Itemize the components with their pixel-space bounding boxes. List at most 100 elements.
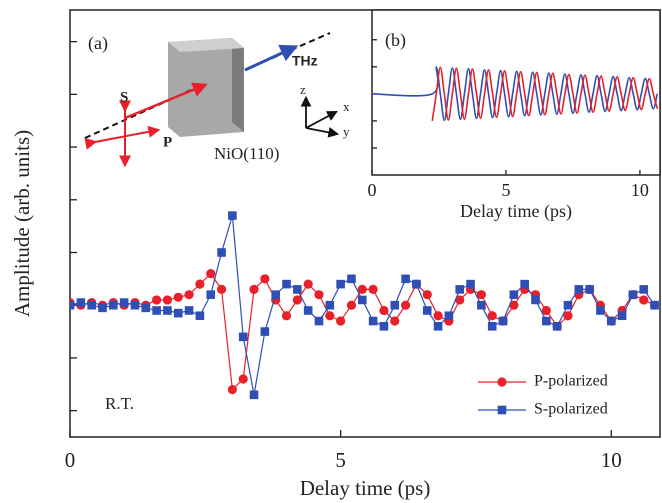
marker <box>173 292 183 302</box>
marker <box>325 311 335 321</box>
x-tick-label: 0 <box>65 448 76 472</box>
annotation: NiO(110) <box>214 144 279 163</box>
marker <box>379 305 389 316</box>
marker <box>498 316 508 326</box>
annotation: THz <box>292 53 318 69</box>
marker <box>206 268 216 279</box>
marker <box>455 295 465 305</box>
annotation: y <box>343 124 350 139</box>
marker <box>228 211 237 220</box>
marker <box>596 306 605 315</box>
marker <box>585 285 594 294</box>
marker <box>466 279 475 289</box>
marker <box>325 300 335 310</box>
annotation: (b) <box>385 30 406 51</box>
plot-frame <box>371 9 661 176</box>
marker <box>477 300 486 310</box>
marker <box>444 311 454 321</box>
marker <box>119 298 129 307</box>
marker <box>487 311 497 321</box>
marker <box>379 321 389 331</box>
marker <box>357 284 367 294</box>
marker <box>216 284 227 294</box>
marker <box>70 300 75 310</box>
annotation: (a) <box>88 33 108 54</box>
marker <box>628 290 638 299</box>
marker <box>422 290 432 300</box>
marker <box>455 285 465 294</box>
marker <box>509 290 519 299</box>
marker <box>98 303 107 313</box>
marker <box>433 311 443 321</box>
marker <box>476 290 486 300</box>
marker <box>368 316 378 326</box>
annotation: z <box>300 82 306 97</box>
schematic-shape <box>232 38 244 132</box>
marker <box>162 295 173 305</box>
marker <box>184 306 194 315</box>
marker <box>260 274 270 284</box>
series-line <box>431 66 659 122</box>
marker <box>238 374 248 384</box>
legend-label: P-polarized <box>534 373 608 390</box>
x-axis-label: Delay time (ps) <box>300 476 431 500</box>
x-tick-label: 5 <box>335 448 346 472</box>
marker <box>509 300 519 310</box>
legend-label: S-polarized <box>534 401 608 418</box>
marker <box>217 248 226 257</box>
schematic-shape <box>84 125 161 150</box>
marker <box>639 295 649 305</box>
marker <box>249 284 259 294</box>
data-layer <box>70 211 660 400</box>
y-axis-label: Amplitude (arb. units) <box>10 130 34 317</box>
marker <box>293 285 302 294</box>
marker <box>390 300 400 310</box>
marker <box>206 290 216 299</box>
marker <box>173 308 183 318</box>
marker <box>76 298 86 307</box>
marker <box>314 316 324 326</box>
marker <box>271 290 280 299</box>
marker <box>282 279 291 289</box>
marker <box>422 306 432 315</box>
marker <box>336 316 346 326</box>
marker <box>639 285 649 294</box>
marker <box>249 390 259 400</box>
schematic-shape <box>124 82 208 120</box>
marker <box>152 306 161 315</box>
x-axis-label: Delay time (ps) <box>460 201 572 222</box>
marker <box>412 279 421 289</box>
marker <box>400 300 411 310</box>
marker <box>574 285 584 294</box>
x-tick-label: 0 <box>368 180 377 200</box>
schematic <box>84 32 340 168</box>
data-layer <box>372 66 659 122</box>
annotation: x <box>343 99 350 114</box>
annotation: P <box>163 134 172 150</box>
schematic-shape <box>305 127 340 138</box>
x-tick-label: 10 <box>601 448 622 472</box>
marker <box>563 300 573 310</box>
marker <box>347 274 356 284</box>
marker <box>531 295 540 305</box>
marker <box>163 306 172 315</box>
x-tick-label: 10 <box>631 180 649 200</box>
marker <box>617 311 627 321</box>
marker <box>552 321 562 331</box>
marker <box>520 279 529 289</box>
schematic-shape <box>305 110 338 129</box>
marker <box>542 316 551 326</box>
marker <box>336 279 345 289</box>
marker <box>184 290 194 300</box>
marker <box>390 316 400 326</box>
marker <box>606 316 616 326</box>
marker <box>109 300 118 310</box>
marker <box>152 295 162 305</box>
marker <box>195 311 205 321</box>
marker <box>346 300 357 310</box>
marker <box>487 321 497 331</box>
legend-marker <box>497 377 507 387</box>
legend-marker <box>497 405 507 415</box>
